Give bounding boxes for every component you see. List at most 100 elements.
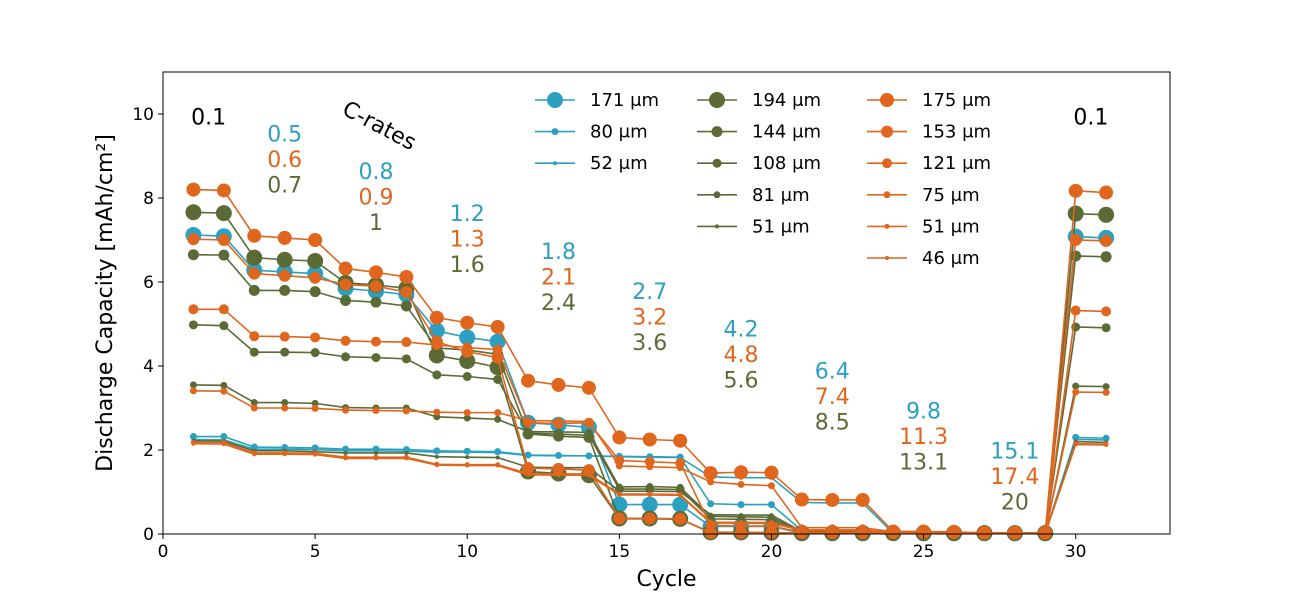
y-tick-label: 6 bbox=[143, 273, 154, 293]
data-point bbox=[707, 500, 715, 508]
data-point bbox=[737, 480, 745, 488]
data-point bbox=[526, 453, 531, 458]
data-point bbox=[341, 352, 351, 362]
data-point bbox=[462, 342, 473, 353]
data-point bbox=[799, 528, 804, 533]
legend-entry: 108 μm bbox=[697, 153, 821, 174]
crate-value: 8.5 bbox=[815, 411, 850, 436]
data-point bbox=[278, 269, 291, 282]
crate-group-1: 0.1 bbox=[1073, 106, 1108, 131]
crate-value: 6.4 bbox=[815, 360, 850, 385]
y-tick-label: 10 bbox=[132, 105, 154, 125]
data-point bbox=[769, 521, 774, 526]
data-point bbox=[524, 428, 532, 436]
data-point bbox=[646, 463, 654, 471]
data-point bbox=[647, 492, 652, 497]
data-point bbox=[613, 512, 626, 525]
y-tick-label: 0 bbox=[143, 525, 154, 545]
data-point bbox=[703, 466, 718, 481]
data-point bbox=[219, 321, 229, 331]
data-point bbox=[189, 381, 197, 389]
legend-entry: 46 μm bbox=[867, 248, 980, 269]
data-point bbox=[465, 450, 470, 455]
data-point bbox=[191, 441, 196, 446]
crate-value: 7.4 bbox=[815, 385, 850, 410]
crate-value: 3.6 bbox=[632, 331, 667, 356]
data-point bbox=[249, 347, 259, 357]
data-point bbox=[860, 528, 865, 533]
legend-entry: 121 μm bbox=[867, 153, 991, 174]
data-point bbox=[276, 251, 293, 268]
crate-group-3: 0.80.91 bbox=[358, 160, 393, 236]
x-axis-label: Cycle bbox=[636, 567, 696, 592]
data-point bbox=[215, 205, 232, 222]
data-point bbox=[554, 417, 562, 425]
data-point bbox=[250, 399, 258, 407]
legend-label: 51 μm bbox=[752, 216, 810, 237]
data-point bbox=[221, 442, 226, 447]
data-point bbox=[1012, 531, 1017, 536]
legend-marker bbox=[883, 191, 891, 199]
crate-value: 0.9 bbox=[358, 186, 393, 211]
y-tick-label: 4 bbox=[143, 357, 154, 377]
data-point bbox=[585, 428, 593, 436]
legend-marker bbox=[885, 256, 889, 260]
data-point bbox=[769, 513, 774, 518]
data-point bbox=[1101, 323, 1111, 333]
legend-entry: 51 μm bbox=[867, 216, 980, 237]
legend-label: 81 μm bbox=[752, 185, 810, 206]
data-point bbox=[189, 387, 197, 395]
data-point bbox=[495, 455, 500, 460]
data-point bbox=[188, 320, 198, 330]
legend-label: 194 μm bbox=[752, 90, 821, 111]
data-point bbox=[1067, 205, 1084, 222]
legend-label: 175 μm bbox=[922, 90, 991, 111]
legend: 171 μm 80 μm 52 μm 194 μm 144 μm 108 μm 81 μm 5… bbox=[535, 90, 991, 269]
data-point bbox=[615, 483, 623, 491]
data-point bbox=[556, 453, 561, 458]
data-point bbox=[187, 233, 200, 246]
crate-value: 0.5 bbox=[267, 122, 302, 147]
data-point bbox=[249, 331, 260, 342]
crate-value: 4.2 bbox=[724, 318, 759, 343]
data-point bbox=[343, 450, 348, 455]
legend-entry: 171 μm bbox=[535, 90, 659, 111]
crate-value: 2.1 bbox=[541, 265, 576, 290]
data-point bbox=[432, 370, 442, 380]
x-tick-label: 30 bbox=[1065, 542, 1087, 562]
data-point bbox=[313, 452, 318, 457]
data-point bbox=[1073, 442, 1078, 447]
crate-value: 9.8 bbox=[906, 400, 941, 425]
data-point bbox=[434, 463, 439, 468]
data-point bbox=[489, 333, 506, 350]
crate-value: 1.6 bbox=[450, 253, 485, 278]
crate-value: 11.3 bbox=[899, 425, 948, 450]
data-point bbox=[373, 450, 378, 455]
x-tick-label: 20 bbox=[761, 542, 783, 562]
axes: 0 5 10 15 20 25 30 0 2 4 6 8 10 Cycle Discharge Capaci… bbox=[93, 71, 1171, 592]
data-point bbox=[433, 408, 441, 416]
data-point bbox=[185, 204, 202, 221]
crate-value: 0.8 bbox=[358, 160, 393, 185]
data-point bbox=[708, 512, 713, 517]
crate-group-0: 0.1 bbox=[191, 106, 226, 131]
crate-value: 0.1 bbox=[191, 106, 226, 131]
crate-value: 17.4 bbox=[990, 465, 1039, 490]
data-point bbox=[465, 455, 470, 460]
x-tick-label: 25 bbox=[913, 542, 935, 562]
data-point bbox=[612, 430, 627, 445]
data-point bbox=[494, 415, 502, 423]
data-point bbox=[404, 456, 409, 461]
data-point bbox=[586, 453, 591, 458]
crate-value: 15.1 bbox=[990, 439, 1039, 464]
data-point bbox=[246, 249, 263, 266]
data-point bbox=[402, 407, 410, 415]
data-point bbox=[767, 482, 775, 490]
data-point bbox=[1104, 442, 1109, 447]
data-point bbox=[188, 304, 199, 315]
crate-group-5: 1.82.12.4 bbox=[541, 240, 576, 316]
data-point bbox=[556, 473, 561, 478]
plot-frame bbox=[162, 71, 1171, 535]
data-point bbox=[1102, 388, 1110, 396]
